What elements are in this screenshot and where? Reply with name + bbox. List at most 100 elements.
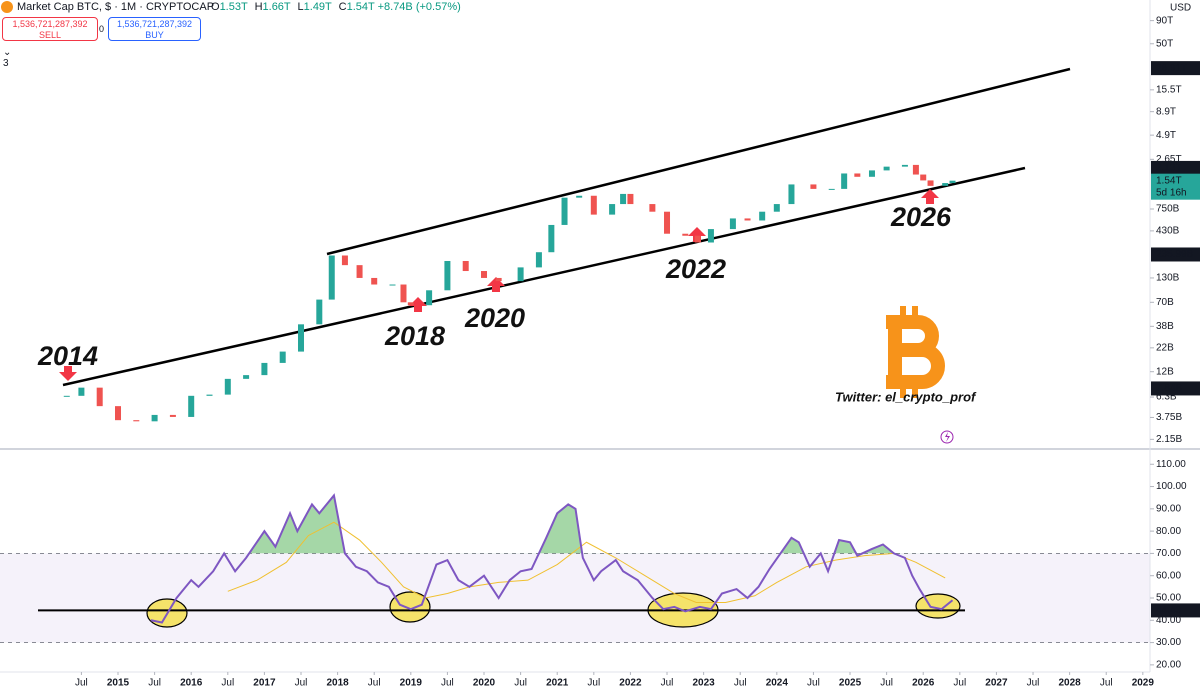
ohlc-label: C <box>338 1 347 13</box>
y-tick-label: 100.00 <box>1156 481 1187 492</box>
y-tick-label: 80.00 <box>1156 526 1181 537</box>
ohlc-value: 1.53T <box>219 1 248 13</box>
change: +8.74B (+0.57%) <box>377 1 461 13</box>
candle <box>854 173 861 177</box>
x-tick-label: 2022 <box>619 678 642 688</box>
annotation: 2020 <box>464 303 525 333</box>
candle <box>901 164 908 167</box>
ohlc: O1.53T H1.66T L1.49T C1.54T +8.74B (+0.5… <box>207 1 461 13</box>
candle <box>63 395 70 397</box>
candle <box>590 195 597 215</box>
candle <box>279 351 286 363</box>
candle <box>444 260 451 291</box>
candle <box>744 218 751 221</box>
candle <box>707 229 714 243</box>
candle <box>912 164 919 175</box>
y-tick-label: 22B <box>1156 342 1174 353</box>
candle <box>841 173 848 189</box>
y-tick-label: 12B <box>1156 366 1174 377</box>
ohlc-label: H <box>254 1 263 13</box>
x-tick-label: 2015 <box>107 678 130 688</box>
annotation: 2026 <box>890 202 952 232</box>
candle <box>224 378 231 395</box>
rsi-line <box>150 493 954 624</box>
y-tick-label: 110.00 <box>1156 459 1186 470</box>
trend-line <box>62 166 1026 387</box>
y-tick-label: 40.00 <box>1156 615 1181 626</box>
candle <box>115 406 122 421</box>
x-tick-label: Jul <box>953 678 966 688</box>
y-tick-label: 90.00 <box>1156 503 1181 514</box>
candle <box>517 267 524 282</box>
sell-button[interactable]: 1,536,721,287,392 SELL <box>2 17 98 41</box>
y-tick-label: 70B <box>1156 297 1174 308</box>
x-tick-label: Jul <box>221 678 234 688</box>
candle <box>151 414 158 422</box>
price-label: 7.84B <box>1156 383 1182 394</box>
x-tick-label: 2017 <box>253 678 276 688</box>
alert-icon <box>940 430 954 444</box>
x-tick-label: Jul <box>661 678 674 688</box>
y-tick-label: 50.00 <box>1156 593 1181 604</box>
price-label: 2.13T <box>1156 163 1182 174</box>
ohlc-value: 1.66T <box>262 1 291 13</box>
x-tick-label: Jul <box>880 678 893 688</box>
x-tick-label: Jul <box>1027 678 1040 688</box>
annotation: 2014 <box>37 341 98 371</box>
twitter-handle: Twitter: el_crypto_prof <box>835 389 977 404</box>
ohlc-value: 1.54T <box>346 1 375 13</box>
symbol-icon <box>1 1 13 13</box>
candle <box>426 290 433 306</box>
price-countdown: 5d 16h <box>1156 187 1187 198</box>
symbol: Market Cap BTC, $ · 1M · CRYPTOCAP <box>17 1 215 13</box>
indicators-toggle[interactable]: ⌄ 3 <box>3 47 12 69</box>
spread: 0 <box>99 24 105 34</box>
candle <box>694 235 701 243</box>
candle <box>942 183 949 186</box>
x-tick-label: 2016 <box>180 678 203 688</box>
annotation: 2018 <box>384 321 445 351</box>
arrow-up <box>921 189 939 204</box>
price-label-bg <box>1151 381 1200 396</box>
candle <box>535 252 542 268</box>
ohlc-label: O <box>211 1 220 13</box>
x-tick-label: 2019 <box>400 678 423 688</box>
candle <box>609 204 616 215</box>
y-tick-label: 750B <box>1156 204 1180 215</box>
candle <box>389 284 396 286</box>
candle <box>169 414 176 417</box>
y-tick-label: 30.00 <box>1156 637 1181 648</box>
candle <box>927 180 934 186</box>
highlight-ellipse <box>389 591 431 623</box>
arrow-down <box>59 366 77 381</box>
x-tick-label: 2020 <box>473 678 496 688</box>
candle <box>949 180 956 184</box>
x-tick-label: Jul <box>514 678 527 688</box>
x-tick-label: 2026 <box>912 678 935 688</box>
x-tick-label: 2021 <box>546 678 569 688</box>
price-label-bg <box>1151 61 1200 76</box>
candle <box>298 324 305 352</box>
candle <box>371 277 378 285</box>
candle <box>883 166 890 171</box>
candle <box>773 204 780 212</box>
y-tick-label: 430B <box>1156 226 1180 237</box>
candle <box>356 265 363 278</box>
y-tick-label: 6.3B <box>1156 392 1177 403</box>
candle <box>341 255 348 266</box>
buy-button[interactable]: 1,536,721,287,392 BUY <box>108 17 201 41</box>
candle <box>788 184 795 205</box>
sell-label: SELL <box>38 30 62 40</box>
candle <box>481 271 488 278</box>
candle <box>316 299 323 325</box>
price-label: 26.91T <box>1156 63 1187 74</box>
x-tick-label: Jul <box>734 678 747 688</box>
x-tick-label: 2018 <box>326 678 349 688</box>
candle <box>495 277 502 282</box>
overbought-fill <box>150 495 953 554</box>
arrow-up <box>487 277 505 292</box>
buy-price: 1,536,721,287,392 <box>116 19 193 29</box>
rsi-band <box>0 553 1150 643</box>
